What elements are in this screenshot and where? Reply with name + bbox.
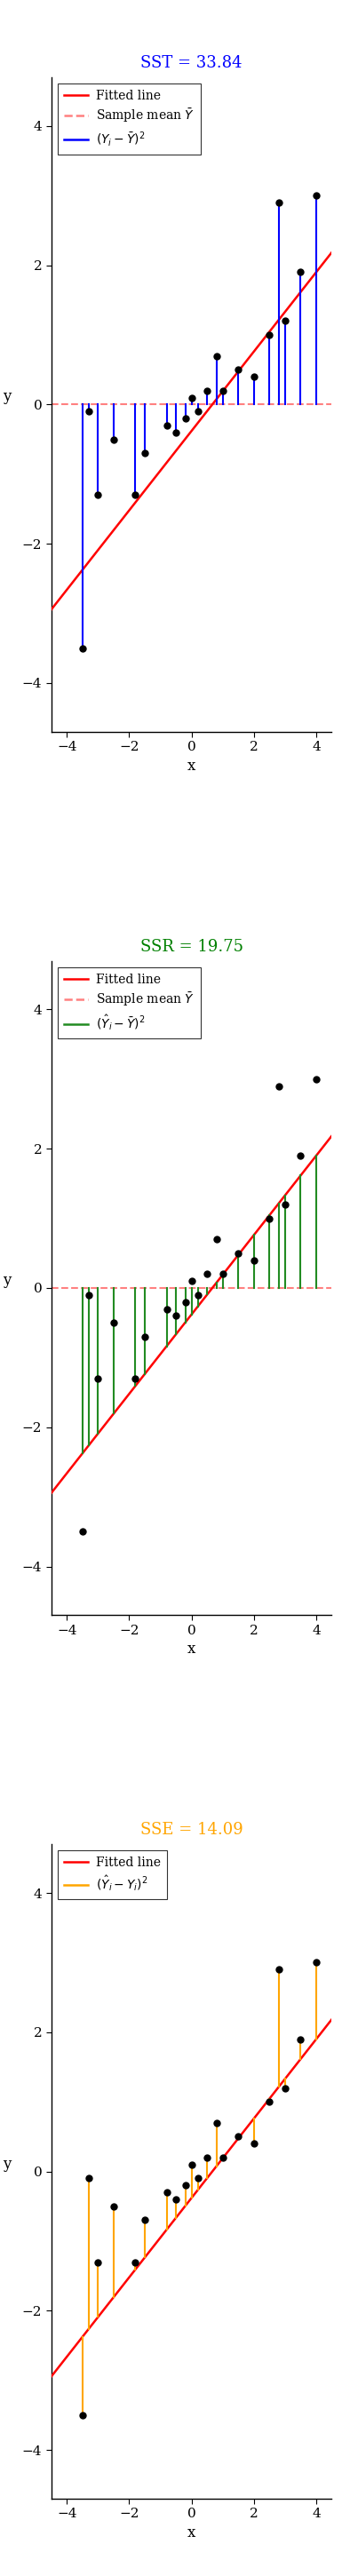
Point	[95, 2241, 101, 2282]
Title: SSR = 19.75: SSR = 19.75	[140, 938, 243, 956]
Point	[276, 1066, 281, 1108]
Point	[80, 629, 85, 670]
Point	[173, 412, 179, 453]
Point	[236, 1231, 241, 1273]
Title: SST = 33.84: SST = 33.84	[141, 54, 242, 72]
Point	[195, 392, 200, 433]
Point	[298, 252, 303, 294]
Point	[183, 1280, 188, 1321]
Point	[205, 1255, 210, 1296]
Point	[80, 2396, 85, 2437]
Point	[313, 1942, 319, 1984]
Legend: Fitted line, Sample mean $\bar{Y}$, $(Y_i-\bar{Y})^2$: Fitted line, Sample mean $\bar{Y}$, $(Y_…	[57, 82, 201, 155]
Point	[183, 2164, 188, 2205]
Y-axis label: y: y	[3, 2156, 11, 2172]
Point	[298, 1136, 303, 1177]
Point	[220, 1255, 225, 1296]
Point	[251, 1239, 256, 1280]
Point	[142, 2200, 147, 2241]
Point	[173, 1296, 179, 1337]
Point	[86, 392, 91, 433]
Point	[220, 371, 225, 412]
X-axis label: x: x	[187, 757, 196, 773]
Point	[313, 175, 319, 216]
Point	[276, 183, 281, 224]
X-axis label: x: x	[187, 1641, 196, 1656]
Point	[251, 2123, 256, 2164]
Point	[133, 2241, 138, 2282]
Title: SSE = 14.09: SSE = 14.09	[140, 1821, 243, 1837]
Point	[173, 2179, 179, 2221]
Point	[189, 2143, 194, 2184]
Point	[111, 420, 116, 461]
Point	[313, 1059, 319, 1100]
Point	[86, 2159, 91, 2200]
Point	[276, 1950, 281, 1991]
Point	[282, 301, 288, 343]
Point	[80, 1512, 85, 1553]
Point	[95, 1358, 101, 1399]
Point	[236, 350, 241, 392]
Point	[267, 2081, 272, 2123]
Point	[164, 404, 169, 446]
Point	[111, 2184, 116, 2226]
Point	[282, 1185, 288, 1226]
Point	[220, 2138, 225, 2179]
Point	[205, 371, 210, 412]
Point	[214, 335, 219, 376]
Point	[267, 314, 272, 355]
Point	[164, 1288, 169, 1329]
Point	[189, 376, 194, 417]
Point	[214, 2102, 219, 2143]
Legend: Fitted line, $(\hat{Y}_i-Y_i)^2$: Fitted line, $(\hat{Y}_i-Y_i)^2$	[57, 1850, 167, 1899]
Point	[195, 1275, 200, 1316]
Point	[164, 2172, 169, 2213]
Point	[282, 2069, 288, 2110]
Point	[267, 1198, 272, 1239]
Point	[142, 433, 147, 474]
Point	[95, 474, 101, 515]
Point	[111, 1303, 116, 1345]
Point	[298, 2020, 303, 2061]
Point	[205, 2138, 210, 2179]
Y-axis label: y: y	[3, 389, 11, 404]
Point	[183, 397, 188, 438]
Point	[189, 1260, 194, 1301]
Point	[142, 1316, 147, 1358]
Legend: Fitted line, Sample mean $\bar{Y}$, $(\hat{Y}_i-\bar{Y})^2$: Fitted line, Sample mean $\bar{Y}$, $(\h…	[57, 966, 201, 1038]
Point	[251, 355, 256, 397]
Point	[133, 474, 138, 515]
Y-axis label: y: y	[3, 1273, 11, 1288]
Point	[236, 2115, 241, 2156]
Point	[195, 2159, 200, 2200]
X-axis label: x: x	[187, 2524, 196, 2540]
Point	[86, 1275, 91, 1316]
Point	[214, 1218, 219, 1260]
Point	[133, 1358, 138, 1399]
